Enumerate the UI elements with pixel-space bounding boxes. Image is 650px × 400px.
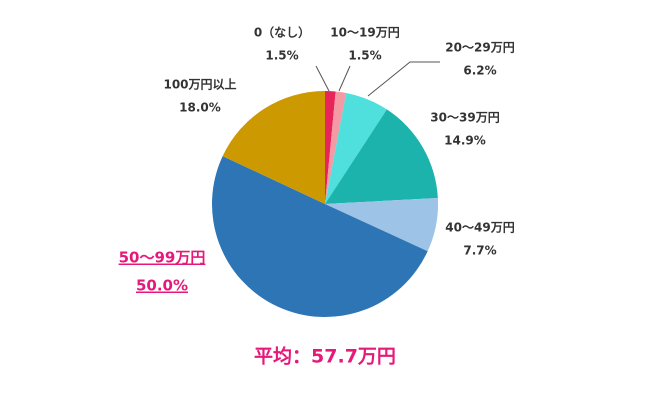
pie-slice: [325, 93, 387, 204]
pie-slice: [325, 109, 438, 204]
category-label: 100万円以上: [163, 77, 236, 92]
value-label: 1.5%: [348, 49, 381, 63]
category-label: 30〜39万円: [430, 111, 499, 125]
category-label: 40〜49万円: [445, 221, 514, 235]
value-label: 50.0%: [136, 277, 188, 295]
value-label: 14.9%: [444, 134, 486, 148]
category-label: 10〜19万円: [330, 26, 399, 40]
average-annotation: 平均：57.7万円: [254, 345, 396, 368]
leader-line: [338, 65, 351, 92]
pie-slice: [325, 91, 336, 204]
value-label: 18.0%: [179, 101, 221, 115]
pie-slice: [212, 156, 428, 317]
value-label: 1.5%: [265, 49, 298, 63]
category-label: 20〜29万円: [445, 41, 514, 55]
pie-slice: [325, 91, 347, 204]
category-label: 0（なし）: [254, 25, 310, 40]
pie-slice: [325, 197, 438, 252]
pie-slice: [222, 91, 325, 204]
value-label: 6.2%: [463, 64, 496, 78]
leader-line: [315, 65, 330, 92]
leader-line: [367, 61, 440, 97]
category-label: 50〜99万円: [119, 249, 206, 267]
value-label: 7.7%: [463, 244, 496, 258]
